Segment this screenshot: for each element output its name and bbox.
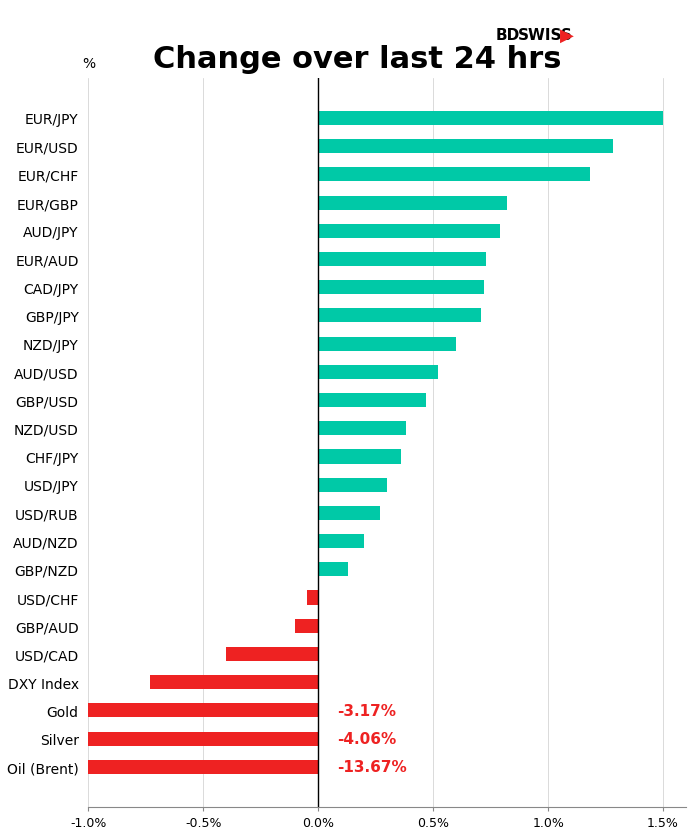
Bar: [89, 732, 318, 746]
Text: ▶: ▶: [560, 27, 574, 45]
Bar: [318, 196, 507, 211]
Bar: [318, 112, 663, 126]
Bar: [89, 760, 318, 774]
Bar: [318, 337, 456, 351]
Bar: [318, 394, 426, 408]
Bar: [318, 421, 405, 436]
Bar: [318, 365, 438, 380]
Bar: [318, 140, 613, 154]
Bar: [318, 309, 482, 323]
Bar: [318, 478, 387, 492]
Bar: [318, 252, 486, 267]
Bar: [318, 534, 365, 548]
Text: -3.17%: -3.17%: [337, 703, 396, 718]
Bar: [318, 281, 484, 295]
Text: SWISS: SWISS: [518, 28, 573, 43]
Text: -13.67%: -13.67%: [337, 759, 406, 774]
Bar: [307, 591, 318, 605]
Bar: [150, 675, 318, 690]
Text: -4.06%: -4.06%: [337, 732, 396, 747]
Bar: [318, 168, 590, 182]
Bar: [318, 224, 500, 238]
Bar: [295, 619, 318, 633]
Bar: [318, 563, 348, 577]
Bar: [227, 647, 318, 661]
Title: Change over last 24 hrs: Change over last 24 hrs: [153, 44, 561, 74]
Text: %: %: [82, 58, 96, 71]
Text: BD: BD: [495, 28, 520, 43]
Bar: [318, 507, 380, 520]
Bar: [318, 450, 401, 464]
Bar: [89, 704, 318, 717]
